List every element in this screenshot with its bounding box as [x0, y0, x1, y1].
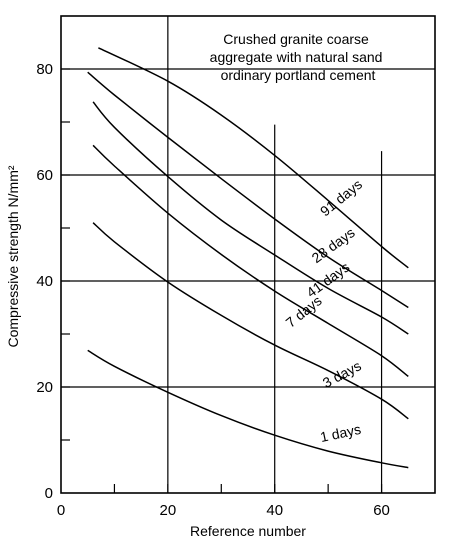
annotation-line-1: Crushed granite coarse — [223, 31, 369, 47]
curve-41-days — [92, 101, 409, 335]
y-axis-title: Compressive strength N/mm² — [5, 165, 21, 347]
curve-91-days — [98, 47, 409, 269]
x-tick-label: 20 — [160, 502, 177, 519]
annotation-line-2: aggregate with natural sand — [210, 49, 383, 65]
y-tick-label: 0 — [45, 485, 53, 502]
curve-label-7-days: 7 days — [283, 292, 325, 330]
y-tick-label: 60 — [36, 167, 53, 184]
curve-layer — [87, 47, 409, 469]
x-tick-label: 40 — [266, 502, 283, 519]
curve-1-days — [87, 349, 409, 469]
curve-28-days — [87, 71, 409, 309]
curve-label-1-days: 1 days — [319, 421, 363, 445]
curve-3-days — [92, 222, 409, 420]
plot-frame — [60, 15, 436, 494]
curve-7-days — [92, 144, 409, 377]
x-tick-label: 60 — [373, 502, 390, 519]
axis-layer — [60, 15, 436, 494]
y-tick-label: 40 — [36, 273, 53, 290]
x-tick-label: 0 — [57, 502, 65, 519]
grid-layer — [61, 16, 435, 493]
annotation-line-3: ordinary portland cement — [221, 67, 376, 83]
y-tick-label: 80 — [36, 61, 53, 78]
x-axis-title: Reference number — [190, 523, 306, 539]
curve-label-41-days: 41 days — [303, 259, 352, 301]
chart-annotation: Crushed granite coarse aggregate with na… — [210, 31, 387, 83]
y-tick-label: 20 — [36, 379, 53, 396]
